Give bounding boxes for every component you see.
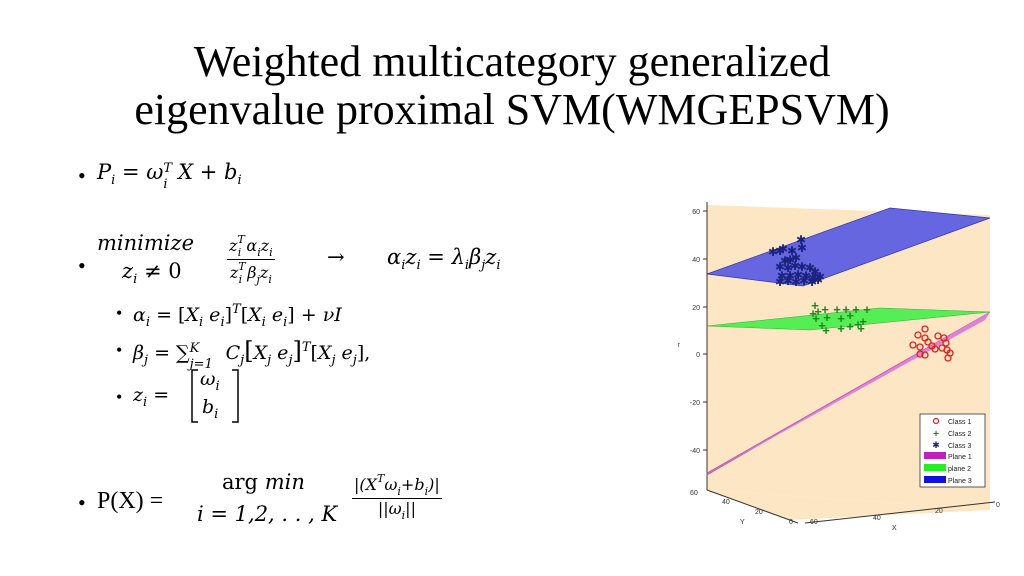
svg-text:✱: ✱ <box>778 242 788 256</box>
svg-text:60: 60 <box>692 209 700 216</box>
bullet-marker: • <box>78 163 86 188</box>
svg-text:✱: ✱ <box>780 254 790 268</box>
svg-text:+: + <box>823 310 831 325</box>
svg-text:+: + <box>837 311 845 326</box>
svg-text:Class 2: Class 2 <box>948 431 971 438</box>
svg-text:+: + <box>818 318 826 333</box>
svg-text:+: + <box>822 323 830 338</box>
svg-text:0: 0 <box>696 352 700 359</box>
svg-text:+: + <box>833 302 841 317</box>
svg-text:✱: ✱ <box>815 270 825 284</box>
svg-text:✱: ✱ <box>785 269 795 283</box>
svg-text:✱: ✱ <box>805 261 815 275</box>
svg-text:20: 20 <box>692 305 700 312</box>
svg-text:✱: ✱ <box>783 274 793 288</box>
svg-text:+: + <box>863 302 871 317</box>
title-line-2: eigenvalue proximal SVM(WMGEPSVM) <box>134 85 890 134</box>
svg-text:✱: ✱ <box>791 251 801 265</box>
svg-text:✱: ✱ <box>787 244 797 258</box>
svg-text:✱: ✱ <box>775 244 785 258</box>
3d-scatter-chart: 60 40 20 0 -20 -40 r 60 40 20 0 Y 60 40 … <box>670 190 1010 535</box>
svg-text:✱: ✱ <box>775 260 785 274</box>
svg-text:✱: ✱ <box>797 260 807 274</box>
svg-text:+: + <box>811 298 819 313</box>
svg-text:✱: ✱ <box>801 269 811 283</box>
svg-text:plane 2: plane 2 <box>948 466 971 473</box>
svg-text:+: + <box>842 302 850 317</box>
svg-text:Plane 3: Plane 3 <box>948 478 972 485</box>
objective-fraction: zTi αizi zTi βjzi <box>227 233 275 286</box>
bullet-marker: • <box>78 253 86 278</box>
svg-text:0: 0 <box>996 502 1000 509</box>
bullet-marker: • <box>78 490 86 515</box>
svg-text:20: 20 <box>935 508 943 515</box>
svg-text:40: 40 <box>873 515 881 522</box>
svg-text:Y: Y <box>740 519 745 526</box>
sub-bullet-marker: • <box>116 387 123 407</box>
svg-text:40: 40 <box>692 257 700 264</box>
svg-text:+: + <box>854 317 862 332</box>
svg-text:60: 60 <box>810 519 818 526</box>
title-line-1: Weighted multicategory generalized <box>193 37 831 86</box>
chart-legend: Class 1 + Class 2 ✱ Class 3 Plane 1 plan… <box>919 413 986 488</box>
svg-text:20: 20 <box>755 509 763 516</box>
svg-text:+: + <box>812 311 820 326</box>
svg-text:✱: ✱ <box>813 273 823 287</box>
svg-text:+: + <box>846 319 854 334</box>
svg-text:✱: ✱ <box>793 268 803 282</box>
svg-text:-20: -20 <box>690 400 700 407</box>
svg-text:+: + <box>821 302 829 317</box>
svg-text:✱: ✱ <box>768 245 778 259</box>
svg-text:Class 1: Class 1 <box>948 419 971 426</box>
svg-text:✱: ✱ <box>775 275 785 289</box>
svg-text:+: + <box>859 314 867 329</box>
svg-text:r: r <box>678 342 681 349</box>
svg-text:-40: -40 <box>690 448 700 455</box>
svg-text:60: 60 <box>690 490 698 497</box>
svg-text:+: + <box>809 306 817 321</box>
svg-text:✱: ✱ <box>932 440 940 450</box>
slide-title: Weighted multicategory generalized eigen… <box>0 38 1024 134</box>
svg-text:✱: ✱ <box>797 241 807 255</box>
svg-text:+: + <box>852 302 860 317</box>
svg-text:✱: ✱ <box>808 271 818 285</box>
svg-text:X: X <box>892 525 897 532</box>
svg-text:0: 0 <box>789 519 793 526</box>
svg-text:+: + <box>814 304 822 319</box>
svg-text:+: + <box>846 308 854 323</box>
svg-text:+: + <box>857 321 865 336</box>
svg-text:✱: ✱ <box>791 275 801 289</box>
equation-z: zi = <box>133 384 170 410</box>
svg-text:Class 3: Class 3 <box>948 443 971 450</box>
sub-bullet-marker: • <box>116 303 123 323</box>
sub-bullet-marker: • <box>116 340 123 360</box>
svg-text:+: + <box>837 321 845 336</box>
svg-text:✱: ✱ <box>777 269 787 283</box>
svg-text:✱: ✱ <box>790 259 800 273</box>
svg-text:✱: ✱ <box>785 253 795 267</box>
svg-text:✱: ✱ <box>796 233 806 247</box>
arrow-icon: → <box>327 245 345 269</box>
svg-text:+: + <box>933 429 939 440</box>
svg-text:40: 40 <box>722 499 730 506</box>
svg-text:✱: ✱ <box>807 275 817 289</box>
distance-fraction: |(XTωi+bi)| ||ωi|| <box>352 472 442 522</box>
svg-text:Plane 1: Plane 1 <box>948 454 972 461</box>
svg-text:✱: ✱ <box>810 265 820 279</box>
svg-text:✱: ✱ <box>799 274 809 288</box>
svg-text:✱: ✱ <box>783 261 793 275</box>
equation-alpha: αi = [Xi ei]T[Xi ei] + νI <box>133 302 342 330</box>
